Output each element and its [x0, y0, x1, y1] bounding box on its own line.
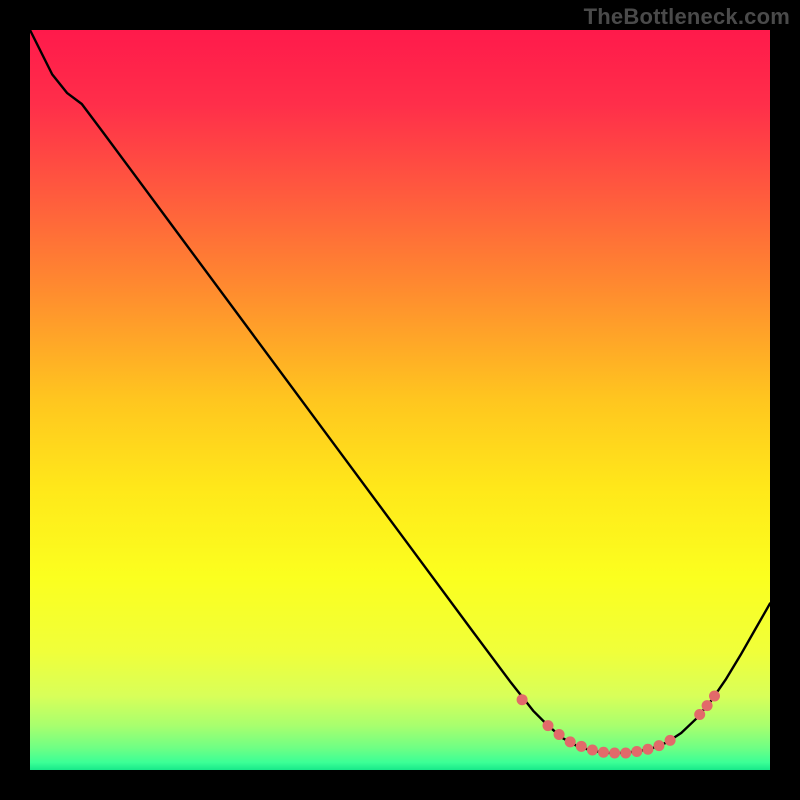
data-marker — [576, 741, 587, 752]
data-marker — [543, 720, 554, 731]
data-marker — [620, 747, 631, 758]
bottleneck-curve — [30, 30, 770, 753]
data-marker — [517, 694, 528, 705]
data-marker — [631, 746, 642, 757]
chart-svg — [30, 30, 770, 770]
data-marker — [554, 729, 565, 740]
data-marker — [565, 736, 576, 747]
data-marker — [598, 747, 609, 758]
data-marker — [642, 744, 653, 755]
data-marker — [609, 747, 620, 758]
data-marker — [702, 700, 713, 711]
watermark-text: TheBottleneck.com — [584, 4, 790, 30]
data-marker — [654, 740, 665, 751]
data-marker — [694, 709, 705, 720]
chart-stage: TheBottleneck.com — [0, 0, 800, 800]
data-marker — [709, 691, 720, 702]
data-marker — [665, 735, 676, 746]
data-marker — [587, 745, 598, 756]
plot-area — [30, 30, 770, 770]
